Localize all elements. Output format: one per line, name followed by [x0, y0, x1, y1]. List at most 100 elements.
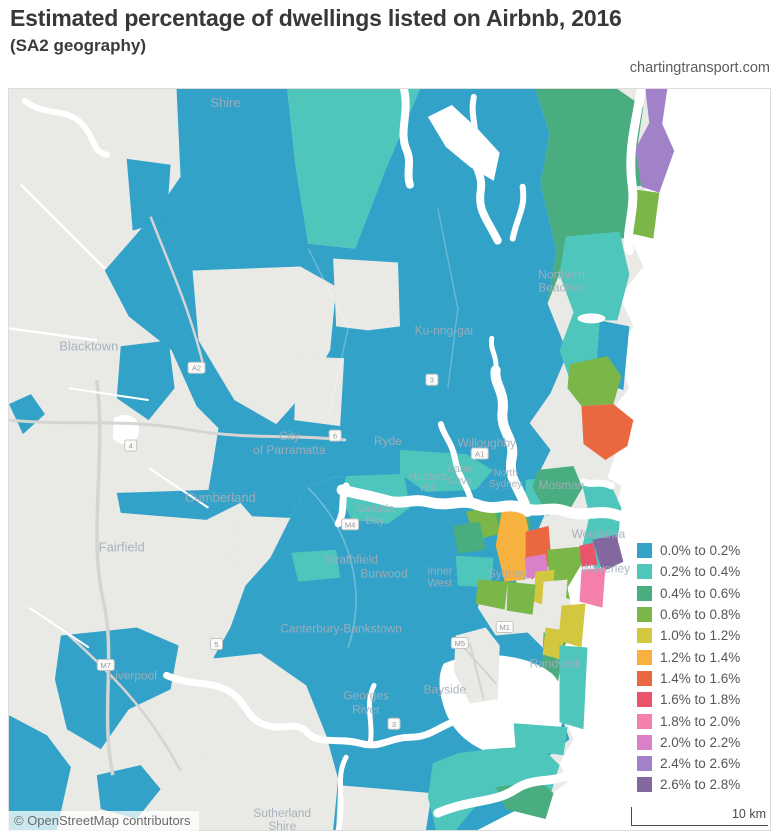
legend-item[interactable]: 2.0% to 2.2%: [637, 732, 740, 753]
road-shield-label: A2: [192, 364, 201, 373]
map-place-label: Northern: [538, 267, 585, 281]
map-place-label: Blacktown: [59, 338, 118, 353]
georges-river: [163, 671, 454, 830]
map-place-label: Waverley: [581, 562, 630, 576]
legend-item[interactable]: 0.2% to 0.4%: [637, 561, 740, 582]
map-place-label: Mosman: [539, 478, 585, 492]
legend-item[interactable]: 1.8% to 2.0%: [637, 710, 740, 731]
no-data-region: [230, 515, 291, 586]
sa2-region: [287, 89, 420, 249]
sa2-region: [532, 465, 583, 510]
road-shield-label: M7: [101, 661, 111, 670]
legend-label: 2.4% to 2.6%: [660, 756, 741, 772]
legend-item[interactable]: 1.4% to 1.6%: [637, 668, 740, 689]
map-place-label: Hunters: [409, 471, 448, 483]
page-subtitle: (SA2 geography): [10, 35, 147, 55]
map-place-label: Hill: [420, 482, 435, 494]
map-place-label: Shire: [210, 95, 240, 110]
road-shield-label: A1: [475, 450, 484, 459]
sa2-region: [559, 231, 630, 321]
ocean: [477, 89, 770, 830]
legend-swatch: [637, 670, 652, 686]
no-data-region: [336, 785, 432, 830]
sa2-region: [567, 356, 622, 407]
road-shields: A2 4 M7 M4 6 3 A1 M5 M1 3 5: [96, 361, 514, 730]
road-shield: [387, 717, 401, 730]
legend-swatch: [637, 649, 652, 665]
sa2-region: [579, 567, 606, 608]
legend: 0.0% to 0.2% 0.2% to 0.4% 0.4% to 0.6% 0.6%…: [637, 540, 740, 796]
sa2-region: [9, 394, 45, 435]
map-place-label: Lane: [448, 463, 472, 475]
legend-swatch: [637, 756, 652, 772]
sa2-region: [9, 715, 71, 830]
road-shield-label: 4: [129, 442, 133, 451]
sa2-region: [579, 542, 598, 567]
sa2-region: [558, 603, 586, 648]
map-place-label: of Parramatta: [253, 443, 326, 457]
map-place-label: North: [493, 468, 517, 479]
road-shield-label: M4: [345, 520, 355, 529]
map-place-label: Strathfield: [324, 553, 378, 567]
narrabeen-lagoon: [577, 313, 606, 324]
no-data-region: [333, 258, 400, 331]
legend-label: 1.2% to 1.4%: [660, 649, 741, 665]
legend-item[interactable]: 0.0% to 0.2%: [637, 540, 740, 561]
legend-label: 1.6% to 1.8%: [660, 692, 741, 708]
legend-label: 1.8% to 2.0%: [660, 713, 741, 729]
map-place-label: Georges: [343, 688, 389, 702]
sa2-region: [475, 579, 508, 610]
road-shield-label: 6: [333, 432, 337, 441]
sa2-region: [399, 450, 493, 492]
legend-swatch: [637, 734, 652, 750]
legend-item[interactable]: 1.2% to 1.4%: [637, 646, 740, 667]
legend-label: 0.6% to 0.8%: [660, 607, 741, 623]
legend-swatch: [637, 564, 652, 580]
choropleth-regions[interactable]: [9, 89, 614, 830]
legend-swatch: [637, 713, 652, 729]
map-place-label: West: [427, 578, 452, 590]
legend-item[interactable]: 0.6% to 0.8%: [637, 604, 740, 625]
osm-attribution[interactable]: © OpenStreetMap contributors: [8, 811, 199, 831]
sa2-region: [506, 581, 536, 615]
map-place-label: Burwood: [360, 567, 407, 581]
legend-swatch: [637, 692, 652, 708]
map-place-label: Sutherland: [253, 806, 311, 820]
map-place-label: Liverpool: [108, 668, 157, 682]
legend-label: 0.0% to 0.2%: [660, 543, 741, 559]
sa2-region: [513, 723, 568, 756]
legend-item[interactable]: 1.6% to 1.8%: [637, 689, 740, 710]
map-place-label: Fairfield: [99, 540, 145, 555]
sa2-region: [581, 404, 634, 460]
legend-item[interactable]: 1.0% to 1.2%: [637, 625, 740, 646]
choropleth-map[interactable]: A2 4 M7 M4 6 3 A1 M5 M1 3 5 Shire Blacktown City of P…: [8, 88, 771, 831]
map-place-label: Sydney: [488, 567, 528, 581]
road-shield-label: M5: [455, 639, 465, 648]
source-link[interactable]: chartingtransport.com: [629, 60, 770, 76]
no-data-region: [294, 356, 345, 427]
header: Estimated percentage of dwellings listed…: [10, 4, 772, 56]
legend-swatch: [637, 607, 652, 623]
legend-swatch: [637, 628, 652, 644]
sa2-region: [96, 765, 161, 820]
road-shield: [450, 637, 469, 649]
map-place-label: Cumberland: [185, 490, 256, 505]
road-shield: [495, 621, 514, 634]
road-shield-label: 5: [214, 640, 218, 649]
legend-item[interactable]: 0.4% to 0.6%: [637, 583, 740, 604]
legend-item[interactable]: 2.6% to 2.8%: [637, 774, 740, 795]
road-shield: [187, 361, 206, 374]
page-title: Estimated percentage of dwellings listed…: [10, 5, 622, 31]
sa2-region: [592, 534, 624, 572]
sa2-region: [452, 521, 486, 554]
sa2-region: [291, 549, 341, 582]
sa2-region: [559, 645, 588, 730]
road-shield-label: 3: [430, 376, 434, 385]
map-place-label: Inner: [427, 566, 452, 578]
legend-item[interactable]: 2.4% to 2.6%: [637, 753, 740, 774]
legend-label: 1.4% to 1.6%: [660, 670, 741, 686]
map-place-label: Ku-ring-gai: [415, 323, 473, 337]
legend-label: 0.4% to 0.6%: [660, 585, 741, 601]
legend-label: 2.6% to 2.8%: [660, 777, 741, 793]
